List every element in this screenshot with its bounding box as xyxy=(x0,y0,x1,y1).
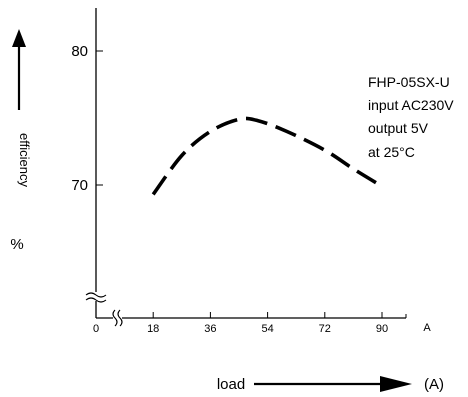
annotation-line-4: at 25°C xyxy=(368,144,415,160)
annotation-line-2: input AC230V xyxy=(368,97,454,113)
axes xyxy=(12,8,412,392)
y-tick-label: 80 xyxy=(71,43,88,60)
x-tick-label: 18 xyxy=(147,323,159,335)
y-axis-break-gap xyxy=(86,292,106,301)
x-axis-title: load xyxy=(217,376,245,393)
y-axis-break-mark xyxy=(85,292,107,298)
x-axis-break-gap xyxy=(113,310,122,326)
y-axis-break-mark xyxy=(85,297,107,303)
annotation-line-1: FHP-05SX-U xyxy=(368,74,450,90)
x-tick-label: 54 xyxy=(261,323,273,335)
y-tick-label: 70 xyxy=(71,177,88,194)
x-tick-label: 36 xyxy=(204,323,216,335)
x-tick-label: 90 xyxy=(376,323,388,335)
y-direction-arrow-head xyxy=(12,29,26,47)
x-axis-break-mark xyxy=(117,309,123,327)
ticks: 0 18 36 54 72 90 70 80 xyxy=(71,43,407,335)
series xyxy=(151,116,383,196)
series-line-0 xyxy=(151,116,383,196)
y-axis-title: efficiency xyxy=(17,133,32,187)
x-tick-label: 72 xyxy=(319,323,331,335)
x-axis-unit: (A) xyxy=(424,376,444,393)
x-tick-label: 0 xyxy=(93,323,99,335)
x-axis-break-mark xyxy=(112,309,118,327)
annotation-line-3: output 5V xyxy=(368,120,429,136)
x-axis-unit-short: A xyxy=(423,322,431,334)
y-axis-unit: % xyxy=(10,236,23,253)
x-direction-arrow-head xyxy=(380,376,412,392)
